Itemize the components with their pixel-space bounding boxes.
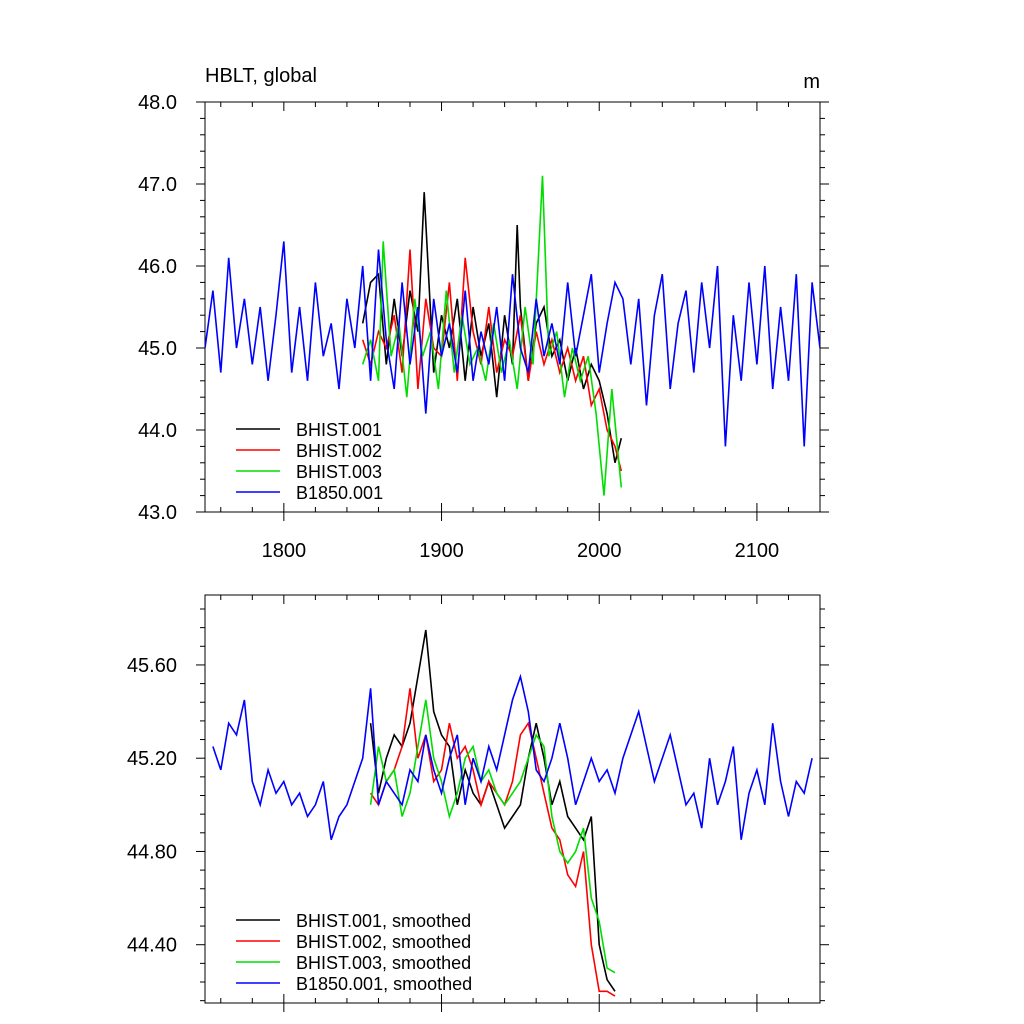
x-tick-label: 1900 [419,540,464,562]
legend-label: BHIST.003, smoothed [296,953,471,973]
plot-frame [204,594,821,1004]
y-tick-label: 44.0 [138,420,177,442]
series-line-bhist-003 [361,175,623,496]
x-tick-label: 2100 [735,540,780,562]
x-tick-label: 2000 [577,540,622,562]
legend-label: BHIST.001, smoothed [296,911,471,931]
y-tick-label: 45.0 [138,338,177,360]
series-line-bhist-001 [361,192,623,463]
plot-frame [204,101,821,513]
y-tick-label: 45.20 [127,748,177,770]
y-tick-label: 43.0 [138,502,177,524]
legend-label: B1850.001, smoothed [296,974,472,994]
y-tick-label: 46.0 [138,256,177,278]
units-label: m [803,71,820,93]
series-line-bhist-002-smoothed [369,688,616,997]
y-tick-label: 47.0 [138,174,177,196]
chart-title: HBLT, global [205,65,317,87]
series-line-bhist-003-smoothed [369,699,616,974]
legend-label: BHIST.001 [296,420,382,440]
series-line-b1850-001-smoothed [212,673,813,841]
series-line-bhist-001-smoothed [369,629,616,992]
legend-label: B1850.001 [296,483,383,503]
y-tick-label: 45.60 [127,655,177,677]
legend-label: BHIST.003 [296,462,382,482]
legend-label: BHIST.002 [296,441,382,461]
y-tick-label: 48.0 [138,92,177,114]
series-line-b1850-001 [205,241,820,447]
y-tick-label: 44.40 [127,935,177,957]
legend-label: BHIST.002, smoothed [296,932,471,952]
y-tick-label: 44.80 [127,841,177,863]
x-tick-label: 1800 [262,540,307,562]
chart-panel-1: 1800 1900 2000 2100 43.0 44.0 45.0 46.0 47.0 48.0… [138,65,829,562]
